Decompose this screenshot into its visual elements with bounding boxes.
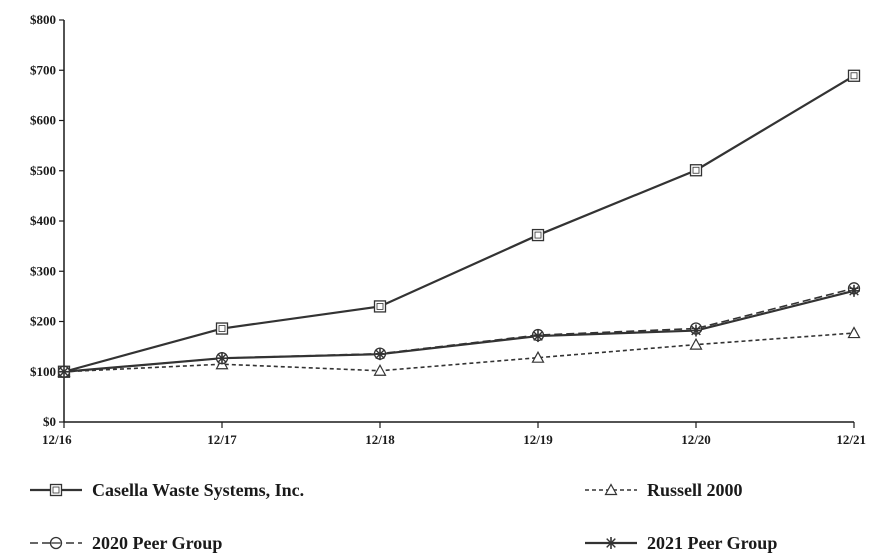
series-line-russell-2000 (63, 332, 855, 373)
point-russell-2000-3 (531, 350, 545, 363)
point-2021-peer-group-4 (690, 324, 702, 337)
y-tick-label: $600 (30, 113, 56, 128)
x-tick-label: 12/17 (207, 432, 237, 447)
legend-marker (49, 536, 63, 550)
legend: Casella Waste Systems, Inc. Russell 2000 2… (30, 480, 777, 553)
point-russell-2000-5 (847, 326, 861, 339)
y-tick-label: $100 (30, 364, 56, 379)
point-2021-peer-group-2 (374, 348, 386, 361)
y-tick-label: $700 (30, 62, 56, 77)
legend-label: 2021 Peer Group (647, 533, 777, 553)
legend-item-2020-peer-group: 2020 Peer Group (30, 533, 222, 553)
x-tick-label: 12/19 (523, 432, 553, 447)
x-tick-label: 12/21 (836, 432, 866, 447)
legend-label: 2020 Peer Group (92, 533, 222, 553)
y-tick-label: $0 (43, 414, 56, 429)
legend-item-2021-peer-group: 2021 Peer Group (585, 533, 777, 553)
legend-item-casella-waste-systems-inc: Casella Waste Systems, Inc. (30, 480, 304, 500)
y-tick-label: $300 (30, 263, 56, 278)
x-tick-label: 12/20 (681, 432, 711, 447)
legend-label: Russell 2000 (647, 480, 743, 500)
series-line-2020-peer-group (63, 287, 855, 373)
series-line-casella-waste-systems-inc (63, 74, 855, 373)
point-casella-waste-systems-inc-1 (215, 322, 229, 335)
series-lines-group (63, 74, 855, 373)
point-2021-peer-group-5 (848, 284, 860, 297)
legend-item-russell-2000: Russell 2000 (585, 480, 743, 500)
y-tick-group: $0 $100 $200 $300 $400 $500 $600 $700 $800 (30, 12, 64, 429)
x-tick-label: 12/18 (365, 432, 395, 447)
point-casella-waste-systems-inc-2 (373, 300, 387, 313)
y-tick-label: $200 (30, 314, 56, 329)
y-tick-label: $400 (30, 213, 56, 228)
y-tick-label: $800 (30, 12, 56, 27)
point-casella-waste-systems-inc-3 (531, 228, 545, 242)
point-2021-peer-group-3 (532, 330, 544, 343)
legend-label: Casella Waste Systems, Inc. (92, 480, 304, 500)
series-line-2021-peer-group (63, 289, 855, 373)
legend-marker (605, 537, 617, 549)
series-markers-group (57, 69, 861, 378)
point-casella-waste-systems-inc-5 (847, 69, 861, 82)
point-casella-waste-systems-inc-4 (689, 164, 703, 177)
point-2021-peer-group-0 (58, 365, 70, 378)
y-tick-label: $500 (30, 163, 56, 178)
x-tick-label: 12/16 (42, 432, 72, 447)
x-tick-group: 12/16 12/17 12/18 12/19 12/20 12/21 (42, 422, 866, 447)
point-russell-2000-2 (373, 363, 387, 376)
point-2021-peer-group-1 (216, 352, 228, 365)
point-russell-2000-4 (689, 337, 703, 350)
legend-marker (49, 483, 63, 497)
legend-marker (604, 483, 618, 496)
